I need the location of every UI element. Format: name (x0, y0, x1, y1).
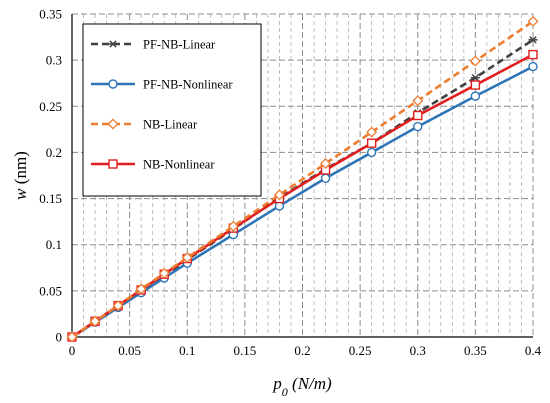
y-tick-label: 0.3 (46, 53, 62, 68)
data-point-nb-linear (227, 220, 239, 232)
asterisk-stroke (109, 40, 117, 48)
data-point-pf-nb-nonlinear (366, 147, 377, 158)
x-tick-label: 0 (69, 343, 76, 358)
legend-label-nb-linear: NB-Linear (143, 118, 198, 132)
x-tick-label: 0.3 (410, 343, 426, 358)
y-tick-label: 0.2 (46, 145, 62, 160)
y-tick-label: 0.35 (39, 7, 62, 22)
data-point-pf-nb-nonlinear (413, 121, 423, 132)
x-tick-label: 0.4 (525, 343, 542, 358)
legend-marker-pf-nb-nonlinear (108, 79, 118, 89)
axes: 0 0.05 0.1 0.15 0.2 0.25 0.3 0.35 0.4 0 0.05 0.1 0.1… (39, 7, 541, 359)
legend-item-nb-nonlinear: NB-Nonlinear (91, 158, 215, 172)
legend-item-nb-linear: NB-Linear (91, 118, 198, 132)
data-point-pf-nb-linear (528, 36, 538, 44)
data-point-nb-linear (135, 283, 147, 295)
legend-item-pf-nb-nonlinear: PF-NB-Nonlinear (91, 78, 233, 92)
asterisk-stroke (471, 73, 480, 82)
legend-label-nb-nonlinear: NB-Nonlinear (143, 158, 215, 172)
x-tick-label: 0.1 (179, 343, 195, 358)
legend-marker-pf-nb-linear (108, 40, 118, 48)
data-point-nb-nonlinear (413, 110, 423, 121)
series-group (66, 15, 539, 343)
data-point-pf-nb-nonlinear (470, 91, 481, 101)
data-point-nb-linear (158, 267, 170, 279)
legend-label-pf-nb-linear: PF-NB-Linear (143, 38, 216, 52)
data-point-pf-nb-nonlinear (320, 173, 331, 183)
data-point-nb-linear (469, 55, 481, 67)
x-tick-label: 0.35 (464, 343, 487, 358)
x-tick-label: 0.2 (294, 343, 310, 358)
y-tick-label: 0.25 (39, 99, 62, 114)
x-tick-label: 0.05 (118, 343, 141, 358)
data-point-nb-linear (112, 300, 124, 312)
data-point-nb-linear (320, 157, 332, 170)
data-point-pf-nb-linear (470, 73, 480, 82)
legend-item-pf-nb-linear: PF-NB-Linear (91, 38, 216, 52)
y-tick-label: 0.1 (46, 237, 62, 252)
data-point-nb-nonlinear (366, 138, 377, 148)
y-axis-title: w (nm) (11, 151, 30, 200)
legend-marker-nb-linear (107, 118, 119, 130)
data-point-nb-nonlinear (528, 49, 538, 60)
data-point-nb-linear (181, 252, 193, 264)
x-tick-label: 0.25 (349, 343, 372, 358)
asterisk-stroke (529, 36, 537, 44)
legend-marker-nb-nonlinear (108, 159, 118, 169)
legend: PF-NB-Linear PF-NB-Nonlinear NB-Linear NB-N… (82, 23, 262, 197)
data-point-nb-linear (89, 315, 101, 327)
y-tick-label: 0.05 (39, 283, 62, 298)
y-tick-label: 0.15 (39, 191, 62, 206)
series-nb-linear (66, 15, 539, 343)
data-point-nb-linear (66, 331, 78, 343)
legend-label-pf-nb-nonlinear: PF-NB-Nonlinear (143, 78, 233, 92)
y-tick-label: 0 (56, 330, 63, 345)
x-axis-title: p0 (N/m) (272, 374, 332, 399)
data-point-nb-linear (366, 126, 378, 138)
x-tick-label: 0.15 (234, 343, 257, 358)
data-point-pf-nb-nonlinear (528, 61, 538, 72)
data-point-nb-nonlinear (470, 80, 481, 90)
data-point-nb-linear (412, 95, 424, 107)
data-point-nb-linear (527, 15, 539, 27)
data-point-nb-linear (273, 189, 285, 201)
